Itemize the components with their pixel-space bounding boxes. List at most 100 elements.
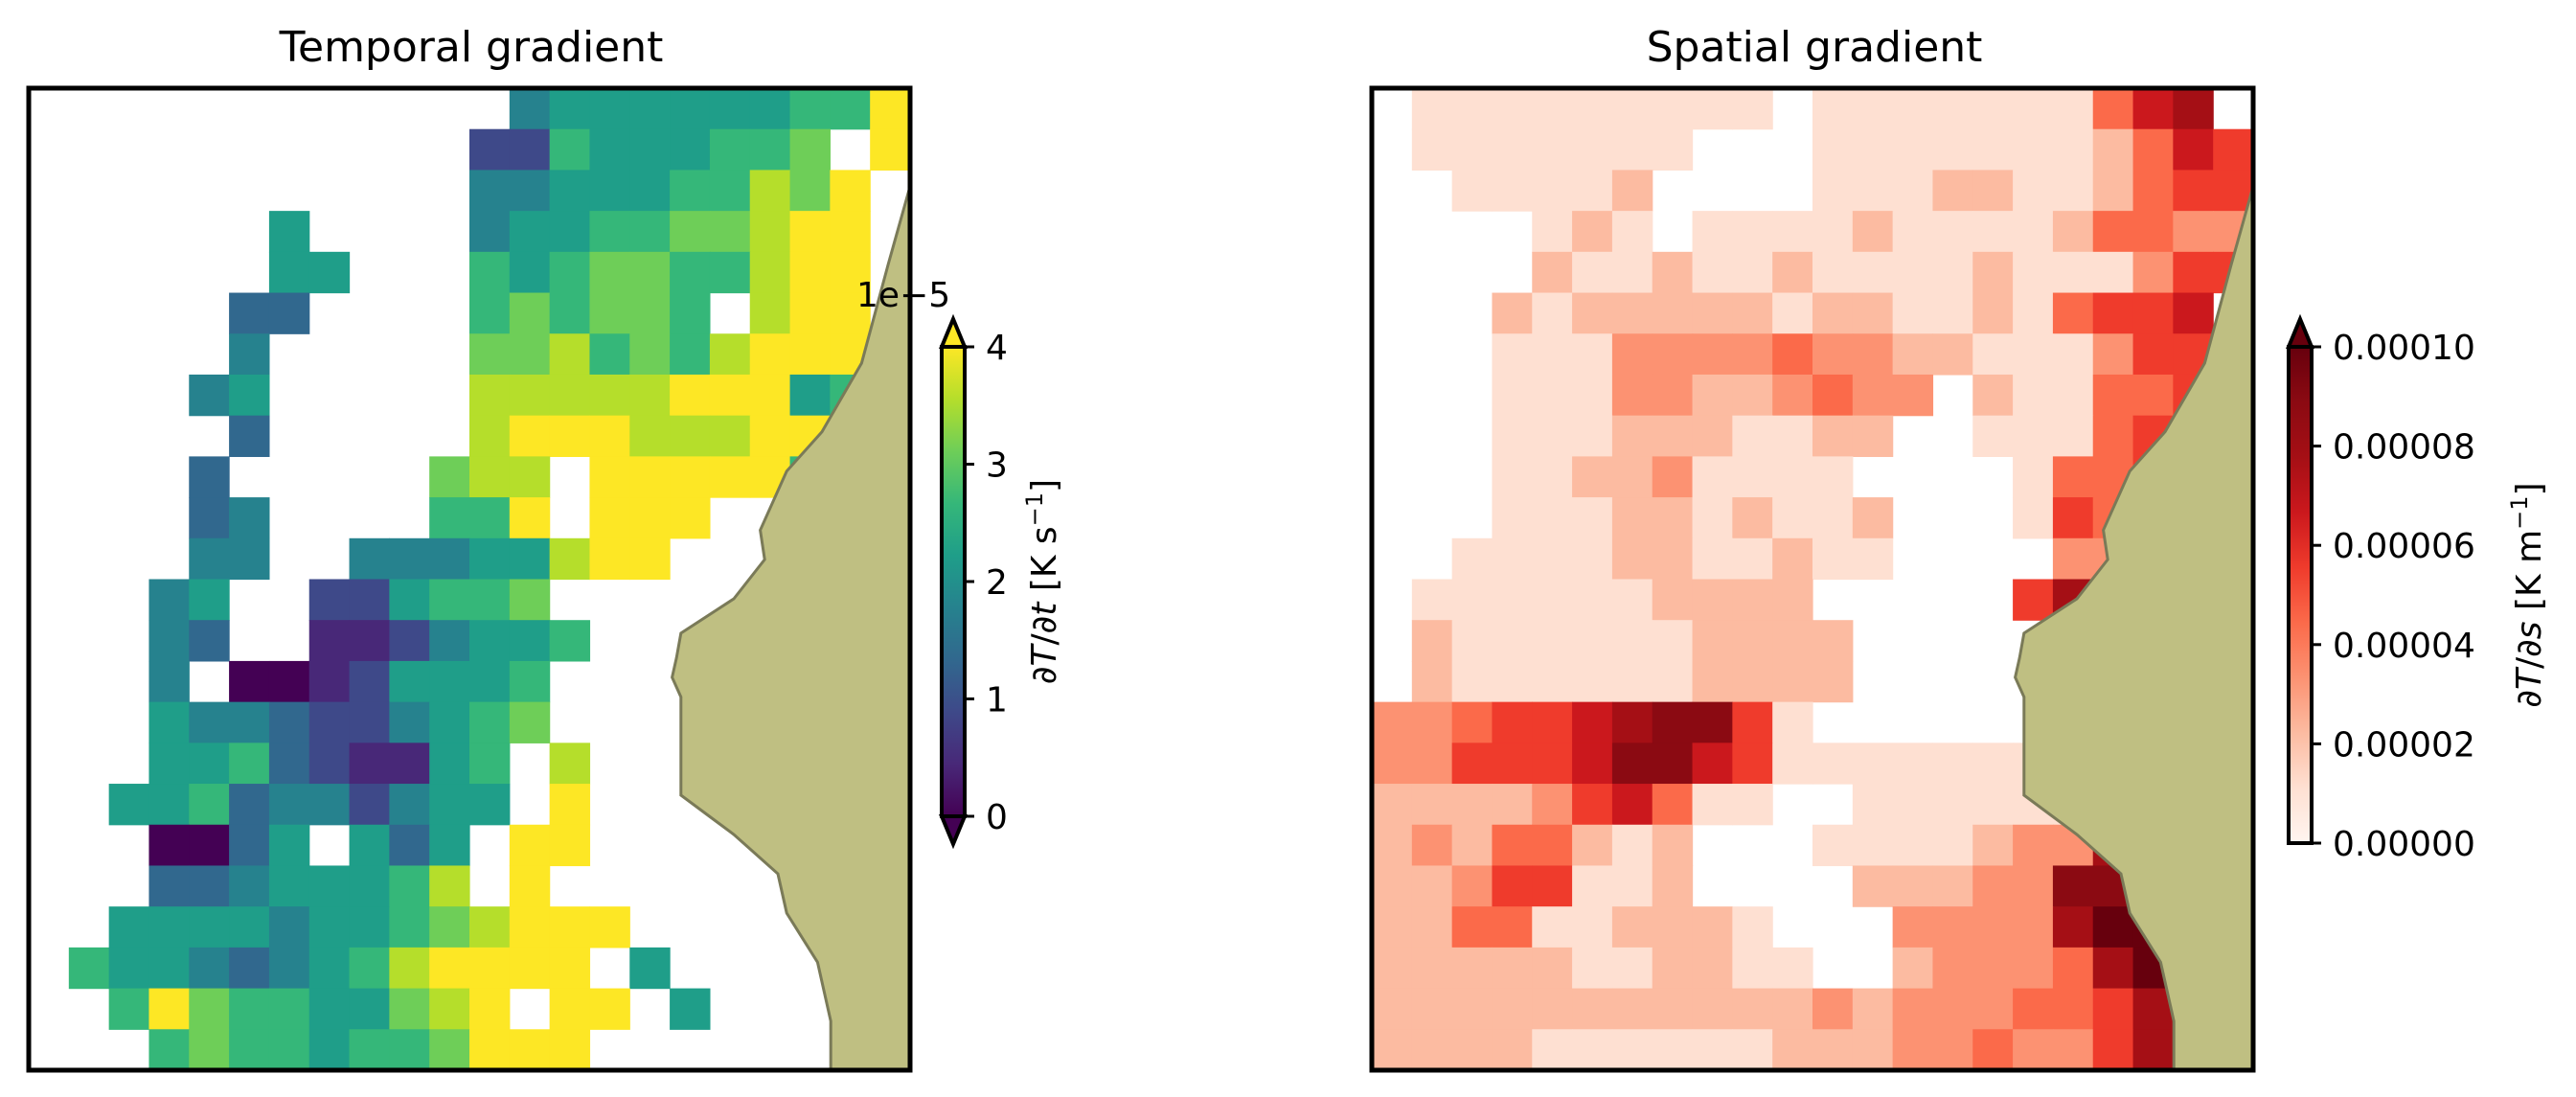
heatmap-cell [549, 333, 591, 376]
heatmap-cell [308, 743, 351, 785]
heatmap-cell [2052, 497, 2094, 539]
heatmap-cell [1411, 865, 1453, 907]
heatmap-cell [1411, 784, 1453, 826]
heatmap-cell [670, 456, 711, 498]
heatmap-cell [268, 211, 310, 253]
heatmap-cell [1611, 947, 1653, 990]
heatmap-cell [629, 415, 671, 457]
heatmap-cell [1611, 865, 1653, 907]
heatmap-cell [1892, 1029, 1934, 1071]
heatmap-cell [1972, 333, 2014, 376]
heatmap-cell [1532, 497, 1573, 539]
heatmap-cell [1932, 251, 1973, 294]
heatmap-cell [2052, 128, 2094, 171]
heatmap-cell [349, 1029, 390, 1071]
heatmap-cell [469, 701, 511, 743]
heatmap-cell [749, 88, 791, 130]
heatmap-cell [1772, 947, 1813, 990]
heatmap-cell [1892, 333, 1934, 376]
heatmap-cell [1492, 537, 1533, 581]
heatmap-cell [349, 947, 390, 990]
heatmap-cell [189, 743, 230, 785]
heatmap-cell [308, 701, 351, 743]
heatmap-cell [1372, 1029, 1413, 1071]
heatmap-cell [1611, 170, 1653, 212]
heatmap-cell [389, 579, 430, 621]
heatmap-cell [1611, 579, 1653, 621]
spatial-colorbar-label: ∂T/∂s [K m−1] [2506, 482, 2549, 707]
heatmap-cell [749, 128, 791, 171]
heatmap-cell [1732, 415, 1773, 457]
heatmap-cell [1611, 374, 1653, 417]
heatmap-cell [469, 947, 511, 990]
heatmap-cell [469, 374, 511, 417]
heatmap-cell [268, 660, 310, 703]
heatmap-cell [1652, 537, 1694, 581]
heatmap-cell [670, 88, 711, 130]
heatmap-cell [830, 251, 871, 294]
temporal-colorbar-label: ∂T/∂t [K s−1] [1021, 479, 1064, 684]
heatmap-cell [429, 456, 470, 498]
heatmap-cell [469, 743, 511, 785]
heatmap-cell [1572, 660, 1613, 703]
heatmap-cell [749, 374, 791, 417]
heatmap-cell [589, 211, 630, 253]
heatmap-cell [509, 906, 551, 948]
heatmap-cell [429, 579, 470, 621]
heatmap-cell [1932, 128, 1973, 171]
heatmap-cell [389, 620, 430, 662]
heatmap-cell [148, 947, 190, 990]
heatmap-cell [1652, 251, 1694, 294]
heatmap-cell [1451, 537, 1493, 581]
heatmap-cell [1732, 88, 1773, 130]
heatmap-cell [2013, 497, 2054, 539]
heatmap-cell [1372, 947, 1413, 990]
heatmap-cell [1852, 743, 1894, 785]
heatmap-cell [1652, 743, 1694, 785]
heatmap-cell [1411, 88, 1453, 130]
heatmap-cell [349, 743, 390, 785]
heatmap-cell [629, 333, 671, 376]
heatmap-cell [108, 906, 150, 948]
heatmap-cell [629, 947, 671, 990]
heatmap-cell [1492, 374, 1533, 417]
heatmap-cell [1572, 537, 1613, 581]
heatmap-cell [469, 1029, 511, 1071]
colorbar-tick-label: 0.00002 [2333, 725, 2475, 765]
heatmap-cell [1972, 988, 2014, 1030]
heatmap-cell [1772, 497, 1813, 539]
heatmap-cell [1972, 374, 2014, 417]
heatmap-cell [2052, 865, 2094, 907]
heatmap-cell [148, 1029, 190, 1071]
heatmap-cell [1492, 88, 1533, 130]
heatmap-cell [1732, 743, 1773, 785]
heatmap-cell [1611, 497, 1653, 539]
spatial-plot-frame [1369, 85, 2256, 1073]
heatmap-cell [509, 374, 551, 417]
heatmap-cell [1852, 292, 1894, 334]
heatmap-cell [1451, 660, 1493, 703]
temporal-colorbar: 0 1 2 3 4 1e−5 ∂T/∂t [K s−1] [856, 276, 1064, 850]
heatmap-cell [1411, 579, 1453, 621]
heatmap-cell [1972, 211, 2014, 253]
heatmap-cell [2092, 906, 2134, 948]
heatmap-cell [469, 988, 511, 1030]
heatmap-cell [509, 456, 551, 498]
heatmap-cell [1532, 211, 1573, 253]
heatmap-cell [789, 374, 831, 417]
heatmap-cell [2013, 170, 2054, 212]
heatmap-cell [670, 128, 711, 171]
heatmap-cell [1611, 537, 1653, 581]
heatmap-cell [2013, 333, 2054, 376]
heatmap-cell [1492, 579, 1533, 621]
heatmap-cell [469, 251, 511, 294]
heatmap-cell [1692, 292, 1733, 334]
heatmap-cell [1532, 579, 1573, 621]
heatmap-cell [1732, 497, 1773, 539]
heatmap-cell [349, 988, 390, 1030]
heatmap-cell [1892, 128, 1934, 171]
heatmap-cell [1932, 865, 1973, 907]
heatmap-cell [1572, 415, 1613, 457]
heatmap-cell [308, 251, 351, 294]
heatmap-cell [2132, 170, 2174, 212]
